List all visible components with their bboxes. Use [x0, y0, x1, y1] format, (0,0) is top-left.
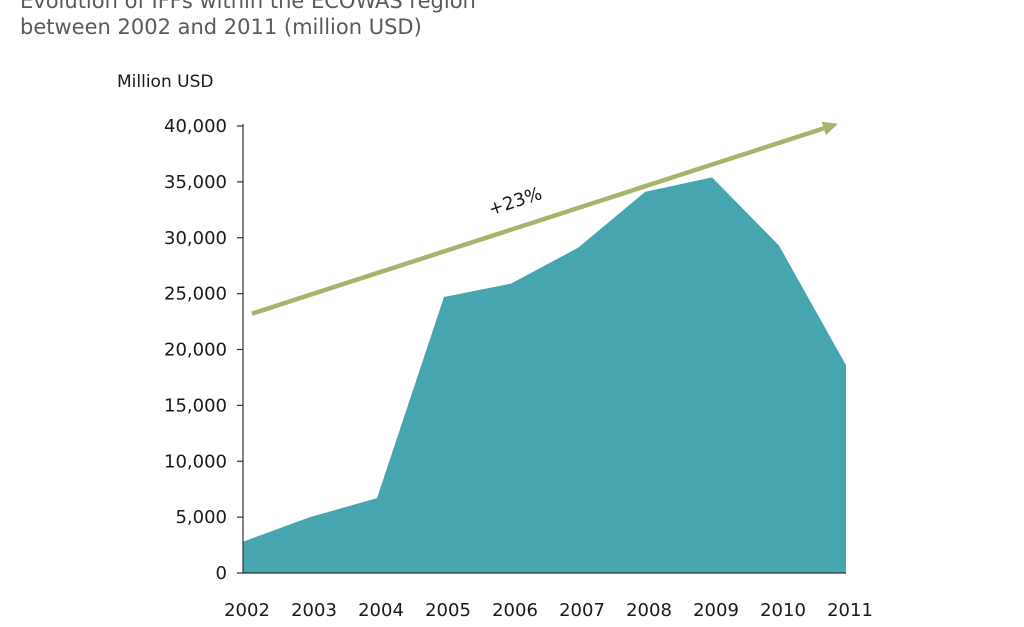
- x-tick-label: 2010: [760, 600, 806, 621]
- y-tick-label: 0: [216, 563, 227, 584]
- chart-subtitle: between 2002 and 2011 (million USD): [20, 15, 422, 39]
- y-tick-layer: 0 5,000 10,000 15,000 20,000 25,000 30,000 35,0…: [164, 116, 243, 584]
- chart-title: Evolution of IFFs within the ECOWAS regi…: [20, 0, 476, 13]
- area-series: [243, 177, 846, 573]
- y-tick-label: 35,000: [164, 172, 227, 193]
- chart-title-block: Evolution of IFFs within the ECOWAS regi…: [20, 0, 476, 40]
- area-layer: [243, 177, 846, 573]
- x-tick-label: 2007: [559, 600, 605, 621]
- x-tick-label: 2008: [626, 600, 672, 621]
- x-tick-label: 2011: [827, 600, 873, 621]
- trend-annotation-label: +23%: [486, 183, 545, 220]
- trend-arrow-head: [821, 121, 838, 136]
- y-tick-label: 5,000: [175, 507, 227, 528]
- x-tick-label: 2009: [693, 600, 739, 621]
- y-tick-label: 15,000: [164, 395, 227, 416]
- y-tick-label: 40,000: [164, 116, 227, 137]
- y-axis-unit-label: Million USD: [117, 72, 213, 92]
- x-tick-label: 2004: [358, 600, 404, 621]
- x-tick-label: 2005: [425, 600, 471, 621]
- y-tick-label: 10,000: [164, 451, 227, 472]
- x-tick-label: 2002: [224, 600, 270, 621]
- x-tick-layer: 2002 2003 2004 2005 2006 2007 2008 2009 2010 2011: [224, 600, 873, 621]
- x-tick-label: 2006: [492, 600, 538, 621]
- x-tick-label: 2003: [291, 600, 337, 621]
- y-tick-label: 20,000: [164, 340, 227, 361]
- y-tick-label: 25,000: [164, 284, 227, 305]
- axis-layer: [242, 124, 846, 574]
- trend-arrow-line: [251, 126, 825, 316]
- y-tick-label: 30,000: [164, 228, 227, 249]
